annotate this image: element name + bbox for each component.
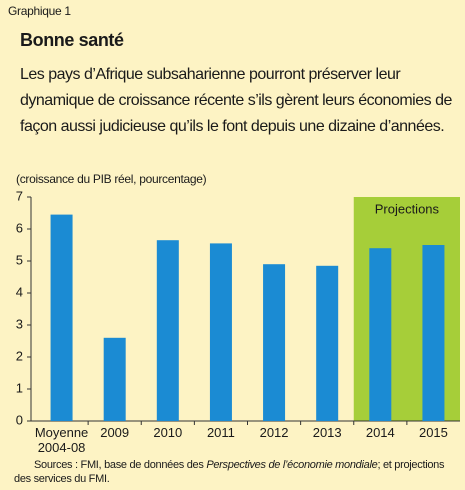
source-note: Sources : FMI, base de données des Persp… [14, 458, 454, 486]
bar [209, 243, 232, 421]
chart-label: Graphique 1 [8, 4, 71, 18]
bar [422, 245, 445, 421]
projection-label: Projections [375, 201, 440, 216]
y-axis-label: (croissance du PIB réel, pourcentage) [16, 172, 207, 186]
y-tick-label: 4 [16, 284, 23, 299]
bar [156, 240, 179, 421]
x-tick-label: Moyenne 2004-08 [34, 425, 89, 455]
x-tick-label: 2014 [365, 425, 395, 440]
bar [50, 214, 73, 421]
x-tick-label: 2009 [100, 425, 130, 440]
chart-title: Bonne santé [20, 30, 124, 50]
y-tick-label: 1 [16, 380, 23, 395]
y-tick-label: 3 [16, 316, 23, 331]
y-tick-label: 6 [16, 220, 23, 235]
y-tick-label: 0 [16, 412, 23, 427]
bar [316, 265, 339, 421]
x-tick-label: 2010 [153, 425, 183, 440]
source-text: Perspectives de l’économie mondiale [206, 459, 378, 471]
y-tick-label: 2 [16, 348, 23, 363]
bar [263, 264, 286, 421]
x-tick-label: 2015 [418, 425, 448, 440]
source-text: ; et projections des services du FMI. [14, 459, 445, 485]
bar [103, 337, 126, 421]
x-tick-label: 2012 [259, 425, 289, 440]
source-text: Sources : FMI, base de données des [34, 459, 207, 471]
bar [369, 248, 392, 421]
x-tick-label: 2013 [312, 425, 342, 440]
chart-subtitle: Les pays d’Afrique subsaharienne pourron… [20, 66, 452, 135]
y-tick-label: 5 [16, 252, 23, 267]
y-tick-label: 7 [16, 188, 23, 203]
x-tick-label: 2011 [206, 425, 235, 440]
